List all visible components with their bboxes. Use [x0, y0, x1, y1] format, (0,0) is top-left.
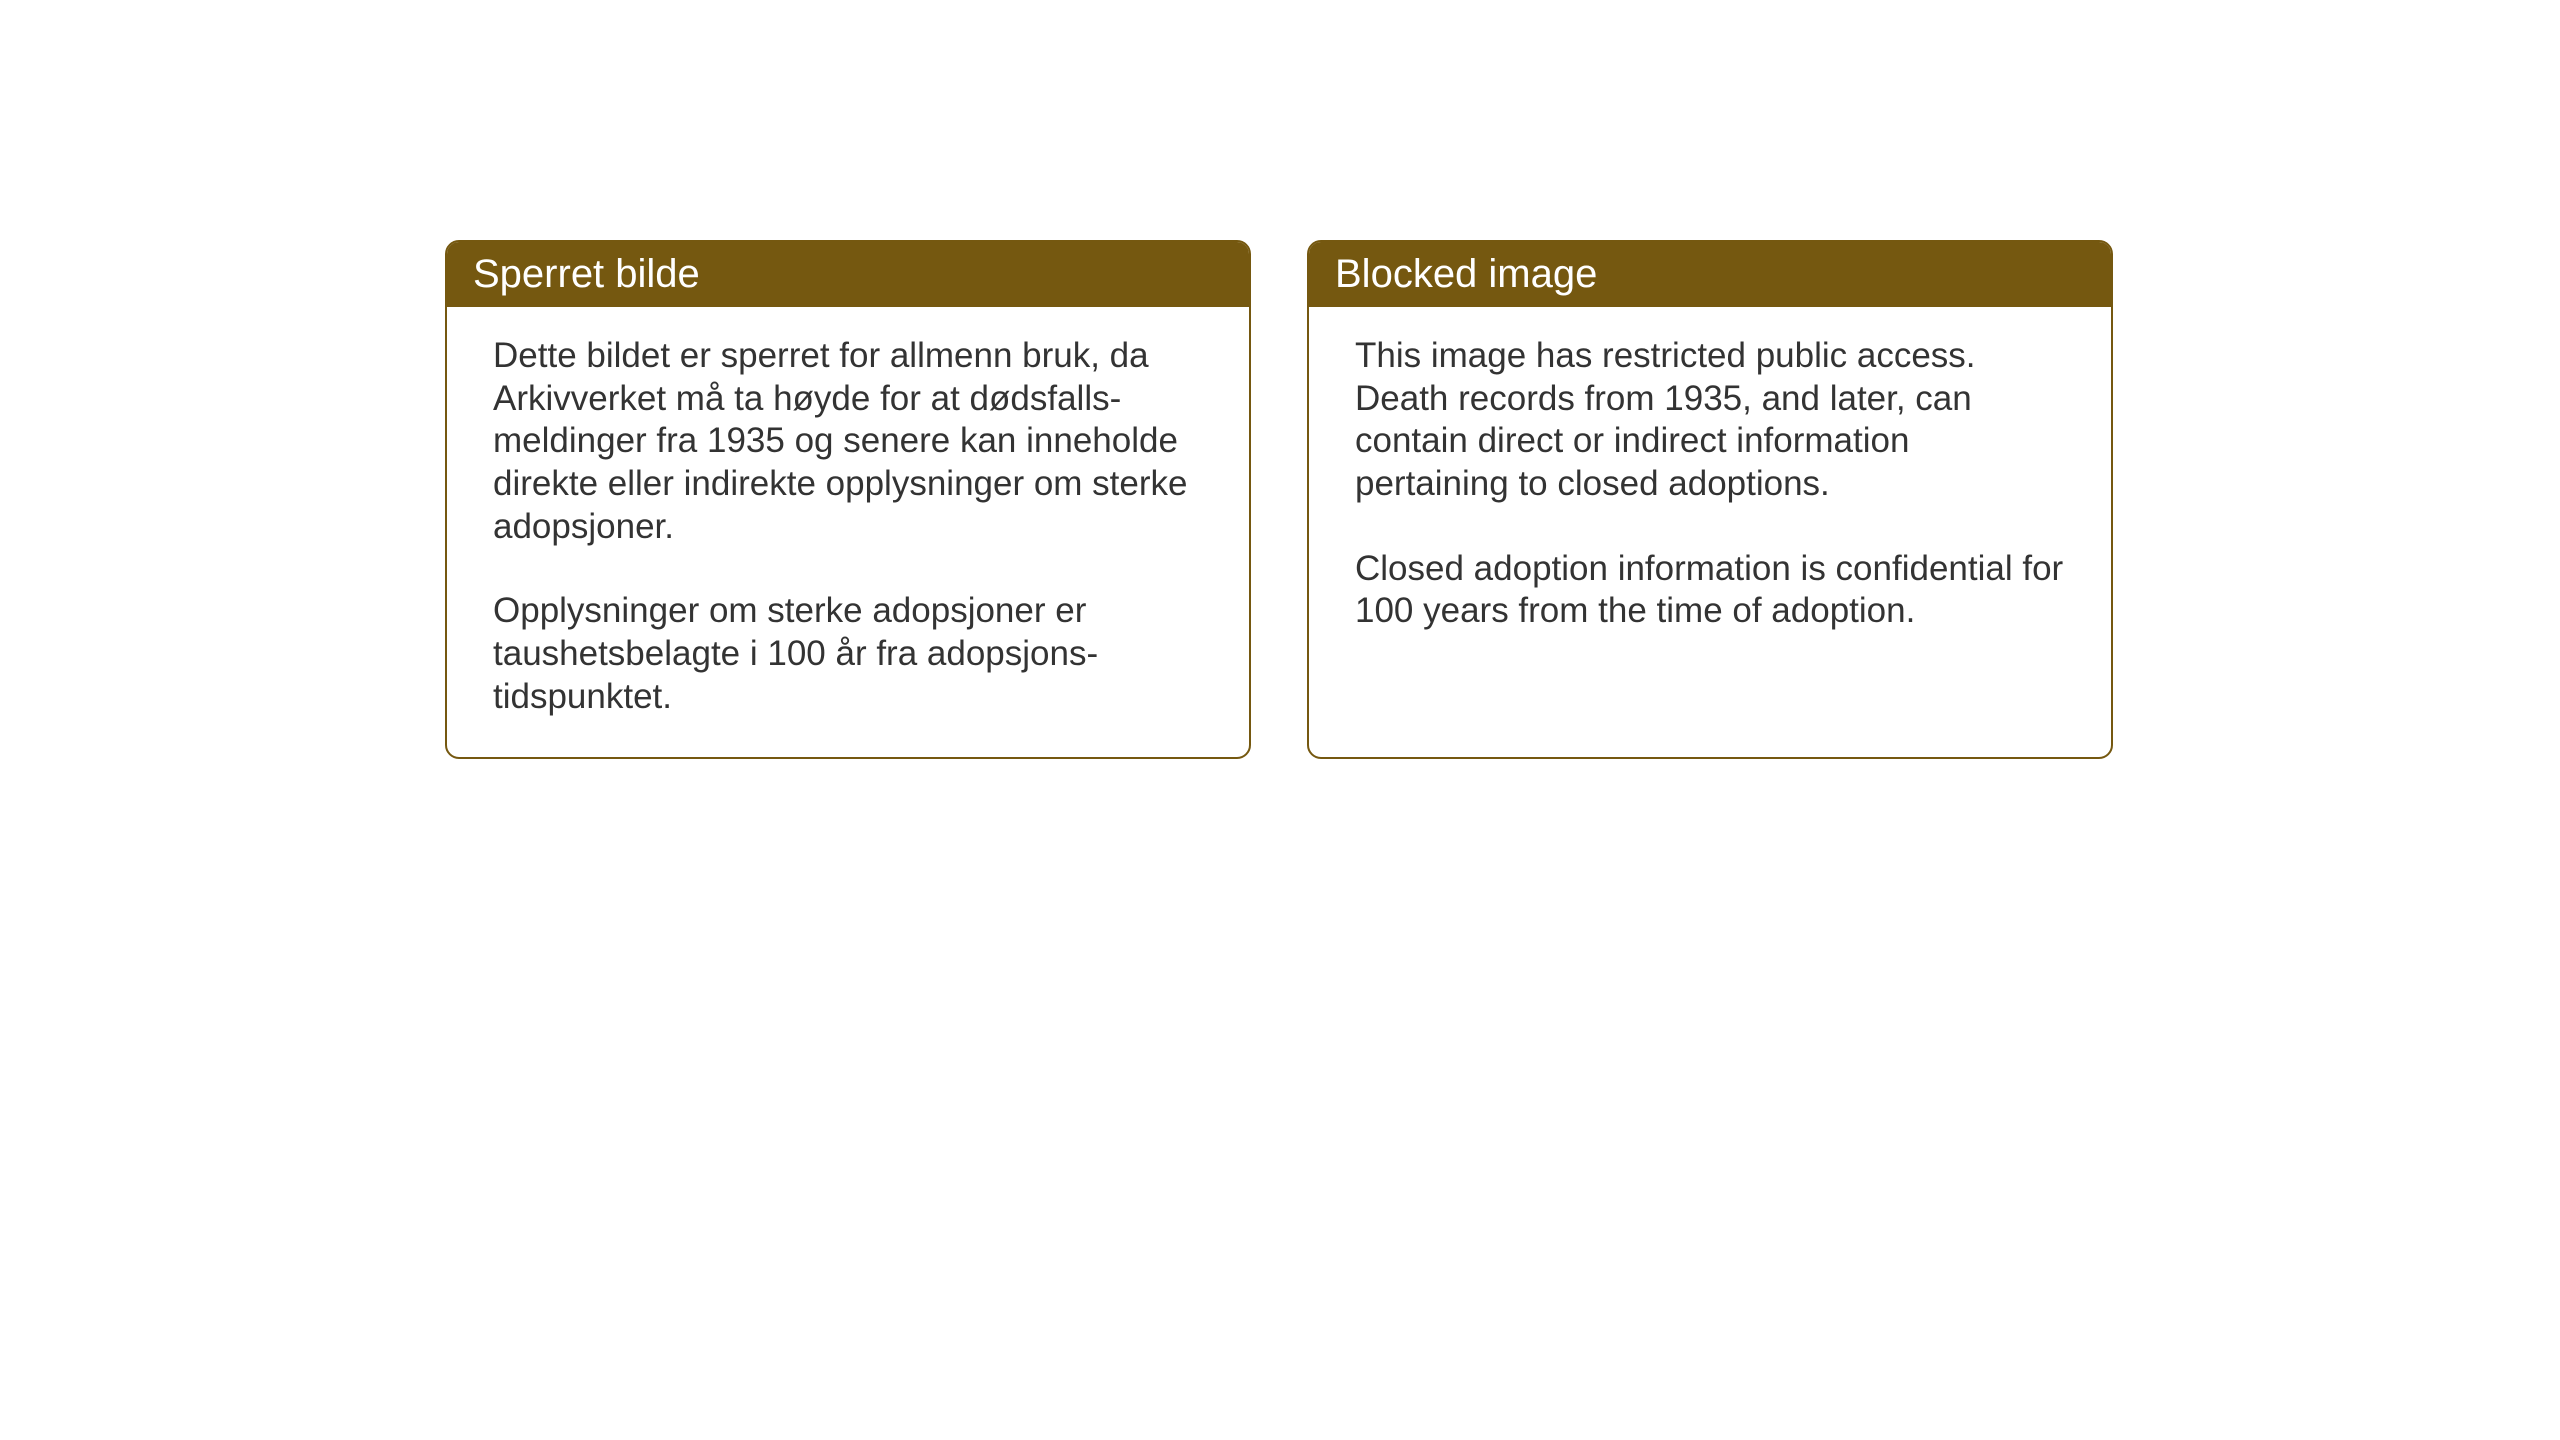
notice-card-norwegian: Sperret bilde Dette bildet er sperret fo… — [445, 240, 1251, 759]
notice-paragraph: Closed adoption information is confident… — [1355, 548, 2065, 633]
notice-paragraph: Opplysninger om sterke adopsjoner er tau… — [493, 590, 1203, 718]
notice-paragraph: Dette bildet er sperret for allmenn bruk… — [493, 335, 1203, 548]
notice-header-norwegian: Sperret bilde — [447, 242, 1249, 307]
notice-card-english: Blocked image This image has restricted … — [1307, 240, 2113, 759]
notice-container: Sperret bilde Dette bildet er sperret fo… — [445, 240, 2113, 759]
notice-body-english: This image has restricted public access.… — [1309, 307, 2111, 727]
notice-paragraph: This image has restricted public access.… — [1355, 335, 2065, 506]
notice-body-norwegian: Dette bildet er sperret for allmenn bruk… — [447, 307, 1249, 757]
notice-header-english: Blocked image — [1309, 242, 2111, 307]
